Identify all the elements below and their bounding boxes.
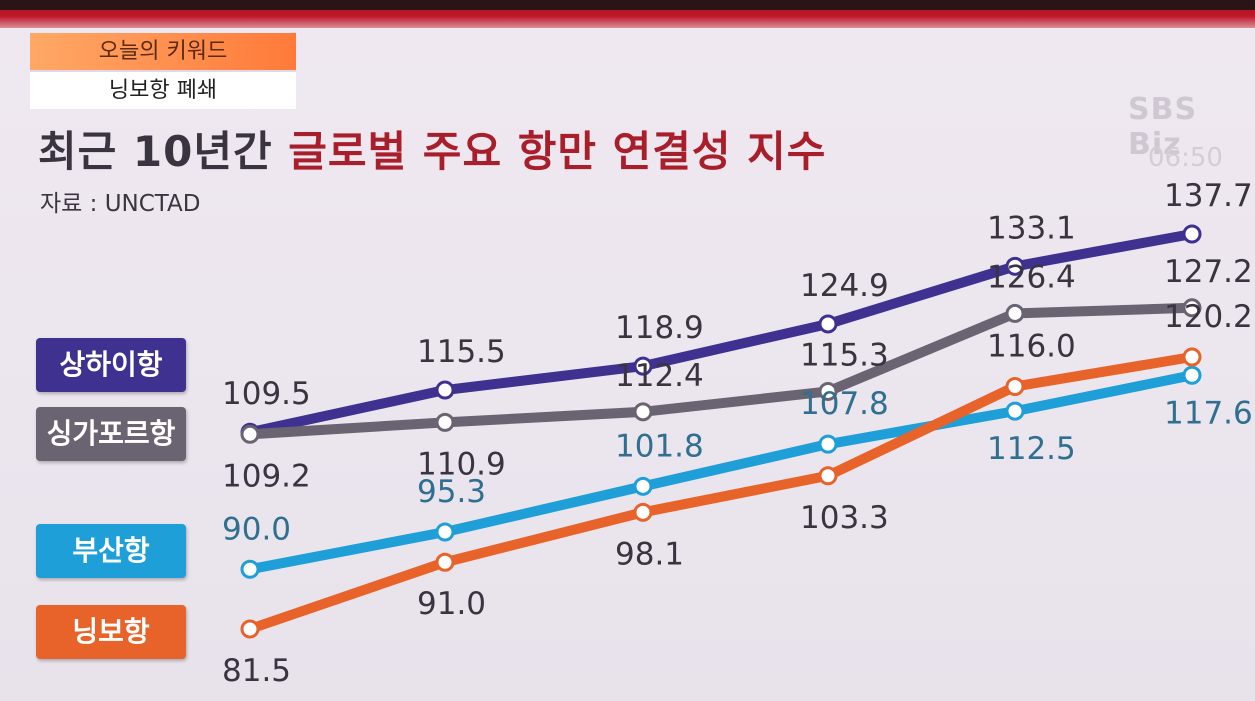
series-line [245, 351, 1197, 634]
data-label: 107.8 [800, 386, 889, 422]
broadcaster-logo: SBS Biz [1128, 92, 1198, 162]
legend-item: 부산항 [36, 524, 186, 578]
data-label: 117.6 [1164, 395, 1253, 431]
series-line [245, 302, 1197, 440]
data-label: 115.5 [417, 334, 506, 370]
data-point [435, 522, 455, 542]
data-point [1005, 303, 1025, 323]
data-label: 115.3 [800, 337, 889, 373]
series-line [245, 370, 1197, 575]
clock: 06:50 [1148, 143, 1223, 173]
series-2: 109.2 110.9 112.4 115.3 126.4 127.2 [222, 254, 1253, 495]
series-4: 81.5 91.0 98.1 103.3 116.0 120.2 [222, 299, 1253, 689]
data-point [818, 434, 838, 454]
data-point [633, 502, 653, 522]
data-point [240, 424, 260, 444]
data-point [633, 356, 653, 376]
legend-item: 닝보항 [36, 605, 186, 659]
data-label: 98.1 [615, 536, 684, 572]
data-label: 112.4 [615, 358, 704, 394]
data-point [435, 552, 455, 572]
data-label: 91.0 [417, 586, 486, 622]
data-point [818, 314, 838, 334]
data-label: 120.2 [1164, 299, 1253, 335]
data-label: 95.3 [417, 474, 486, 510]
series-line [245, 229, 1197, 438]
data-label: 133.1 [987, 210, 1076, 246]
data-point [240, 619, 260, 639]
title-part-2: 글로벌 주요 항만 연결성 지수 [288, 127, 827, 176]
data-label: 109.2 [222, 458, 311, 494]
data-label: 109.5 [222, 376, 311, 412]
data-label: 137.7 [1164, 178, 1253, 214]
legend-item: 싱가포르항 [36, 407, 186, 461]
series-3: 90.0 95.3 101.8 107.8 112.5 117.6 [222, 365, 1253, 579]
data-point [818, 466, 838, 486]
data-point [1182, 224, 1202, 244]
data-point [240, 559, 260, 579]
data-point [1005, 377, 1025, 397]
data-point [435, 380, 455, 400]
data-point [633, 476, 653, 496]
data-point [1182, 365, 1202, 385]
data-label: 112.5 [987, 431, 1076, 467]
data-point [1182, 298, 1202, 318]
data-label: 126.4 [987, 259, 1076, 295]
data-label: 81.5 [222, 653, 291, 689]
data-label: 124.9 [800, 268, 889, 304]
data-point [1005, 401, 1025, 421]
data-point [818, 381, 838, 401]
data-point [1182, 347, 1202, 367]
source-note: 자료 : UNCTAD [40, 191, 201, 217]
data-label: 110.9 [417, 446, 506, 482]
data-label: 127.2 [1164, 254, 1253, 290]
data-point [633, 402, 653, 422]
data-label: 118.9 [615, 310, 704, 346]
title-part-1: 최근 10년간 [38, 127, 273, 176]
data-label: 90.0 [222, 511, 291, 547]
data-label: 116.0 [987, 329, 1076, 365]
top-bar [0, 0, 1255, 10]
data-label: 103.3 [800, 500, 889, 536]
data-point [1005, 256, 1025, 276]
page-title: 최근 10년간 글로벌 주요 항만 연결성 지수 [38, 118, 826, 179]
keyword-box: 오늘의 키워드 닝보항 폐쇄 [30, 33, 296, 111]
keyword-box-title: 오늘의 키워드 [30, 33, 296, 70]
data-point [435, 412, 455, 432]
data-label: 101.8 [615, 428, 704, 464]
keyword-box-keyword: 닝보항 폐쇄 [30, 70, 296, 109]
legend-item: 상하이항 [36, 338, 186, 392]
